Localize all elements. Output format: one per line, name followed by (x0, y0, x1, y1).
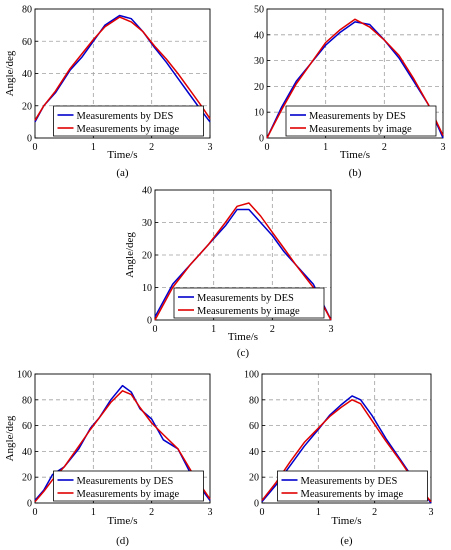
x-tick-label: 1 (211, 324, 216, 335)
legend-label: Measurements by DES (77, 476, 174, 487)
legend-box (53, 470, 204, 502)
x-tick-label: 2 (382, 142, 387, 153)
x-tick-label: 2 (149, 507, 154, 518)
series-line-des (34, 14, 211, 123)
legend-label: Measurements by image (301, 489, 404, 500)
legend-label: Measurements by DES (309, 111, 406, 122)
x-axis-title: Time/s (340, 149, 370, 161)
y-tick-label: 60 (22, 421, 32, 432)
legend-box (277, 470, 428, 502)
x-tick-label: 0 (153, 324, 158, 335)
y-tick-label: 0 (27, 499, 32, 510)
y-tick-label: 0 (27, 134, 32, 145)
y-tick-label: 40 (254, 30, 264, 41)
panel-caption: (b) (349, 167, 362, 179)
x-tick-label: 3 (208, 142, 213, 153)
y-axis-title: Angle/deg (4, 415, 16, 461)
axes-frame (261, 373, 432, 504)
legend: Measurements by DES Measurements by image (53, 105, 204, 137)
x-tick-label: 0 (33, 507, 38, 518)
y-axis-title: Angle/deg (124, 232, 136, 278)
y-tick-label: 80 (22, 395, 32, 406)
x-tick-label: 2 (372, 507, 377, 518)
y-tick-label: 40 (142, 186, 152, 197)
legend-label: Measurements by image (77, 124, 180, 135)
y-tick-label: 40 (22, 69, 32, 80)
y-tick-label: 50 (254, 5, 264, 16)
x-axis-title: Time/s (228, 331, 258, 343)
axes-frame (34, 8, 211, 139)
series-line-image (266, 18, 444, 139)
x-axis-title: Time/s (107, 515, 137, 527)
legend: Measurements by DES Measurements by image (277, 470, 428, 502)
y-tick-label: 10 (142, 283, 152, 294)
panel-caption: (c) (237, 347, 250, 359)
series-line-image (154, 202, 332, 321)
x-tick-label: 0 (33, 142, 38, 153)
legend-box (285, 105, 437, 137)
y-tick-label: 20 (254, 82, 264, 93)
axes-frame (34, 373, 211, 504)
x-tick-label: 1 (323, 142, 328, 153)
legend: Measurements by DES Measurements by image (173, 287, 325, 319)
y-tick-label: 20 (22, 473, 32, 484)
y-tick-label: 60 (249, 421, 259, 432)
x-tick-label: 2 (149, 142, 154, 153)
y-tick-label: 30 (254, 56, 264, 67)
y-tick-label: 30 (142, 218, 152, 229)
x-tick-label: 3 (441, 142, 446, 153)
legend: Measurements by DES Measurements by image (53, 470, 204, 502)
x-tick-label: 1 (316, 507, 321, 518)
y-tick-label: 100 (17, 370, 32, 381)
series-line-image (34, 16, 211, 121)
y-tick-label: 0 (259, 134, 264, 145)
series-line-des (266, 21, 444, 139)
x-axis-title: Time/s (331, 515, 361, 527)
y-tick-label: 20 (142, 251, 152, 262)
x-tick-label: 1 (91, 507, 96, 518)
x-tick-label: 0 (260, 507, 265, 518)
legend-label: Measurements by DES (77, 111, 174, 122)
y-tick-label: 0 (254, 499, 259, 510)
legend-label: Measurements by image (309, 124, 412, 135)
y-tick-label: 40 (22, 447, 32, 458)
y-tick-label: 20 (249, 473, 259, 484)
axes-frame (154, 189, 332, 321)
y-axis-title: Angle/deg (4, 50, 16, 96)
y-tick-label: 100 (244, 370, 259, 381)
y-tick-label: 20 (22, 101, 32, 112)
legend-label: Measurements by image (77, 489, 180, 500)
panel-caption: (d) (116, 535, 129, 547)
legend: Measurements by DES Measurements by image (285, 105, 437, 137)
x-tick-label: 0 (265, 142, 270, 153)
x-tick-label: 3 (429, 507, 434, 518)
x-tick-label: 2 (270, 324, 275, 335)
x-tick-label: 3 (329, 324, 334, 335)
legend-label: Measurements by DES (197, 293, 294, 304)
y-tick-label: 60 (22, 37, 32, 48)
legend-label: Measurements by image (197, 306, 300, 317)
legend-box (173, 287, 325, 319)
series-line-image (261, 399, 432, 503)
x-tick-label: 1 (91, 142, 96, 153)
panel-caption: (e) (340, 535, 353, 547)
x-axis-title: Time/s (107, 149, 137, 161)
axes-frame (266, 8, 444, 139)
panel-caption: (a) (116, 167, 129, 179)
y-tick-label: 10 (254, 108, 264, 119)
y-tick-label: 80 (22, 5, 32, 16)
legend-box (53, 105, 204, 137)
y-tick-label: 80 (249, 395, 259, 406)
series-line-des (261, 395, 432, 504)
y-tick-label: 0 (147, 316, 152, 327)
legend-label: Measurements by DES (301, 476, 398, 487)
x-tick-label: 3 (208, 507, 213, 518)
y-tick-label: 40 (249, 447, 259, 458)
